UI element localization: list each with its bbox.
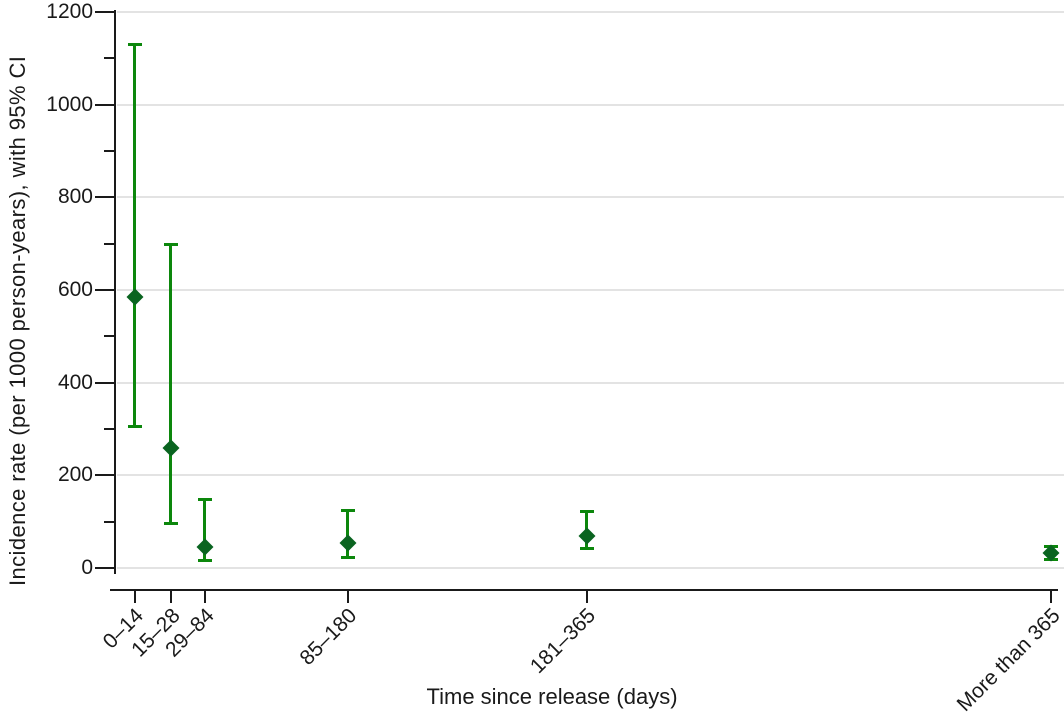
y-tick-label: 200 [57, 463, 93, 487]
x-tick [134, 591, 136, 603]
y-tick-label: 1200 [46, 0, 93, 23]
y-minor-tick [104, 335, 115, 338]
x-tick-label: More than 365 [952, 604, 1064, 714]
y-major-tick [95, 474, 115, 477]
y-gridline [117, 103, 1064, 106]
y-gridline [117, 196, 1064, 199]
x-tick [1050, 591, 1052, 603]
error-bar-line [169, 243, 172, 524]
x-tick [204, 591, 206, 603]
y-minor-tick [104, 57, 115, 60]
y-major-tick [95, 567, 115, 569]
y-major-tick [95, 11, 115, 13]
x-axis-title: Time since release (days) [426, 684, 678, 709]
y-gridline [117, 567, 1064, 569]
x-tick-label: 85–180 [295, 604, 362, 670]
y-tick-label: 600 [57, 278, 93, 301]
error-bar-cap-top [341, 509, 355, 513]
point-estimate-marker [162, 439, 180, 457]
x-tick [347, 591, 349, 603]
y-minor-tick [104, 428, 115, 430]
y-gridline [117, 381, 1064, 384]
y-tick-label: 400 [57, 370, 93, 394]
error-bar-line [203, 499, 206, 562]
y-major-tick [95, 103, 115, 106]
x-tick [170, 591, 172, 603]
x-tick [586, 591, 588, 603]
error-bar-cap-top [164, 242, 178, 246]
error-bar-line [346, 510, 349, 558]
x-tick-label: 181–365 [526, 604, 601, 679]
point-estimate-marker [578, 527, 596, 545]
y-minor-tick [104, 520, 115, 523]
error-bar-cap-top [128, 43, 142, 47]
y-minor-tick [104, 242, 115, 245]
error-bar-cap-bottom [198, 559, 212, 563]
y-gridline [117, 11, 1064, 13]
y-axis-title: Incidence rate (per 1000 person-years), … [5, 55, 30, 586]
error-bar-cap-bottom [341, 555, 355, 559]
error-bar-cap-bottom [580, 547, 594, 551]
point-estimate-marker [339, 534, 357, 552]
y-gridline [117, 474, 1064, 477]
error-bar-cap-bottom [128, 424, 142, 428]
error-bar-cap-bottom [164, 521, 178, 525]
x-axis-line [110, 589, 1058, 591]
error-bar-cap-top [580, 510, 594, 514]
y-minor-tick [104, 150, 115, 152]
y-major-tick [95, 196, 115, 199]
error-bar-line [133, 44, 136, 427]
point-estimate-marker [196, 538, 214, 556]
error-bar-cap-top [198, 498, 212, 502]
y-tick-label: 1000 [46, 92, 93, 116]
y-major-tick [95, 381, 115, 384]
y-axis-line [114, 10, 116, 574]
y-tick-label: 0 [81, 556, 93, 579]
y-gridline [117, 289, 1064, 291]
y-tick-label: 800 [57, 185, 93, 209]
y-major-tick [95, 289, 115, 291]
